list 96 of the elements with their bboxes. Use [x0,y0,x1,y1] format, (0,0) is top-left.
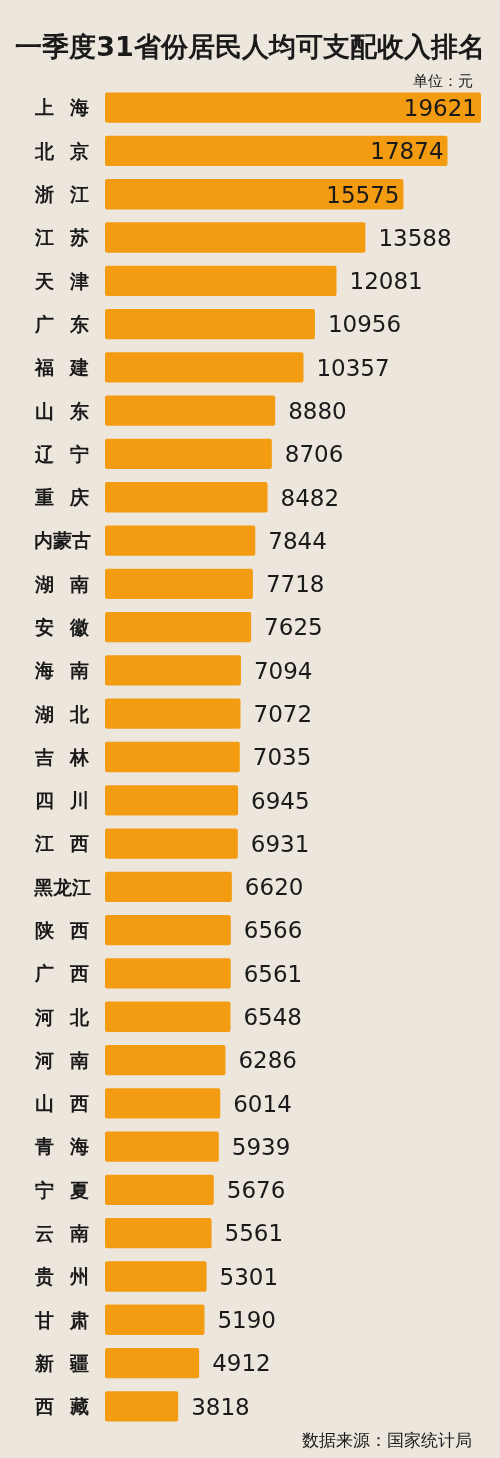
data-label: 19621 [403,94,477,121]
bar [105,438,272,470]
data-label: 13588 [378,224,452,251]
data-label: 5561 [224,1220,284,1247]
data-label: 6620 [244,874,304,901]
data-label: 7072 [253,700,313,727]
data-label: 7625 [264,614,323,641]
bar [105,1391,179,1422]
y-tick-label: 四川 [35,789,89,812]
y-tick-label: 重庆 [34,486,89,509]
y-tick-label: 青海 [34,1135,89,1158]
bar [105,698,241,729]
bar [105,395,276,426]
annotation: 单位：元 [413,72,473,90]
chart-title: 一季度31省份居民人均可支配收入排名 [15,31,485,62]
bar [105,265,337,296]
y-tick-label: 陕西 [35,919,89,941]
data-label: 6561 [243,960,303,987]
bar [105,915,231,946]
y-tick-label: 辽宁 [34,442,89,465]
y-tick-label: 天津 [34,269,89,292]
y-tick-label: 海南 [34,659,89,682]
data-label: 6566 [243,917,303,944]
bar [105,1131,219,1162]
bar [105,871,232,903]
bar [105,1304,205,1335]
bar [105,1347,200,1379]
bar [105,655,241,686]
bar [105,179,404,210]
bar [105,222,366,253]
data-label: 5939 [231,1133,291,1160]
bar [105,785,239,816]
bar [105,525,256,556]
y-tick-label: 广东 [34,312,89,335]
y-tick-label: 西藏 [34,1395,89,1418]
data-label: 10956 [327,311,402,338]
data-label: 3818 [191,1393,250,1420]
data-label: 5301 [219,1263,279,1290]
y-tick-label: 云南 [35,1222,89,1245]
y-tick-label: 江西 [34,832,89,855]
bar [105,958,231,989]
source-note: 数据来源：国家统计局 [302,1430,472,1450]
data-label: 10357 [316,354,390,381]
y-tick-label: 北京 [34,139,89,162]
y-tick-label: 吉林 [34,745,90,768]
data-label: 4912 [212,1350,271,1377]
data-label: 5190 [217,1307,276,1334]
data-label: 17874 [370,138,444,165]
data-label: 15575 [326,181,400,208]
bar [105,135,448,167]
y-tick-label: 河南 [34,1048,89,1071]
data-label: 8482 [280,484,340,511]
bar [105,611,252,643]
bar [105,1174,214,1206]
data-label: 6548 [243,1004,303,1031]
data-label: 7094 [253,657,313,684]
data-label: 7035 [252,744,312,771]
data-label: 8880 [288,397,347,424]
bar [105,1218,212,1249]
data-label: 6014 [233,1090,292,1117]
y-tick-label: 福建 [34,356,89,379]
data-label: 6945 [251,787,310,814]
y-tick-label: 湖南 [34,572,89,595]
data-label: 6286 [238,1047,298,1074]
y-tick-label: 湖北 [34,702,90,725]
y-tick-label: 江苏 [34,226,89,249]
y-tick-label: 贵州 [34,1265,89,1288]
data-label: 6931 [250,830,310,857]
y-tick-label: 广西 [34,962,89,985]
y-tick-label: 内蒙古 [33,529,91,552]
bar [105,92,481,123]
bar [105,828,238,859]
y-tick-label: 甘肃 [34,1308,89,1331]
y-tick-label: 宁夏 [35,1178,89,1201]
bar [105,1261,207,1292]
data-label: 7844 [268,527,327,554]
bar [105,482,268,513]
bar [105,352,304,383]
y-tick-label: 安徽 [35,615,90,638]
data-label: 5676 [226,1177,286,1204]
bar [105,1088,221,1119]
bar [105,1044,226,1076]
data-label: 12081 [349,268,423,295]
bar [105,1001,231,1032]
bar [105,308,315,340]
y-tick-label: 黑龙江 [32,875,91,898]
y-tick-label: 山西 [35,1092,89,1115]
data-label: 7718 [265,571,325,598]
bar [105,741,240,773]
y-tick-label: 新疆 [34,1351,89,1374]
y-tick-label: 浙江 [34,183,89,206]
data-label: 8706 [284,441,344,468]
y-tick-label: 河北 [34,1005,90,1028]
bar [105,568,253,599]
y-tick-label: 山东 [35,399,89,422]
y-tick-label: 上海 [34,96,89,119]
